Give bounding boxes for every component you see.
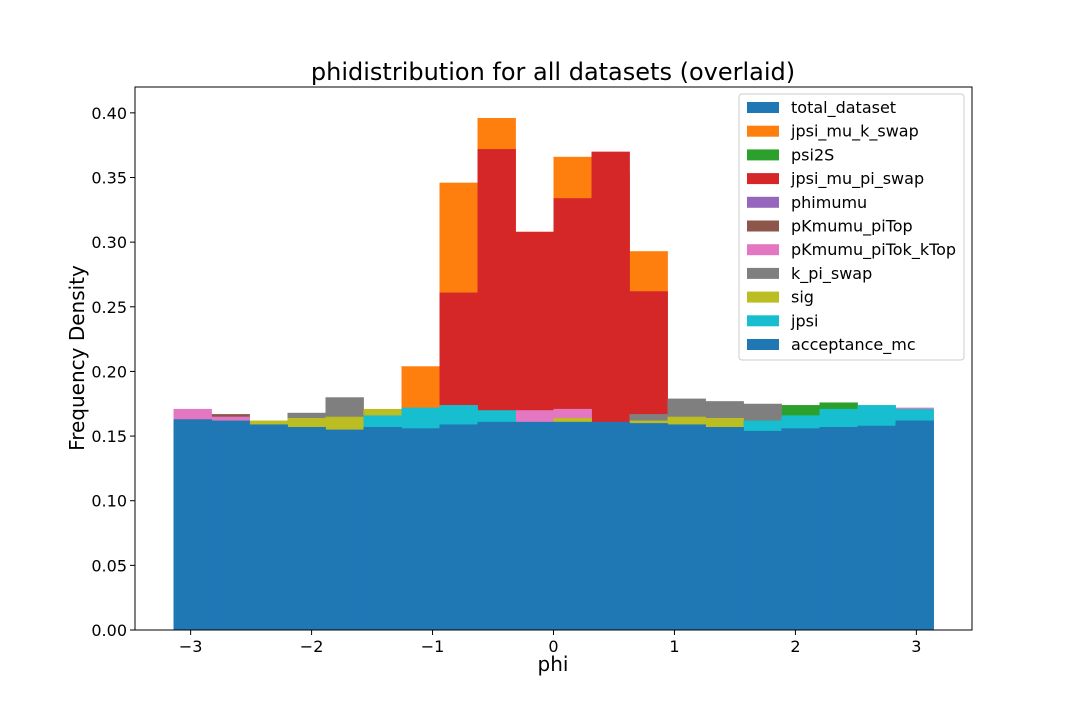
bar-acceptance_mc-12 — [629, 423, 668, 630]
y-tick-label: 0.20 — [91, 362, 127, 381]
legend-label-pKmumu_piTok_kTop: pKmumu_piTok_kTop — [791, 240, 956, 260]
legend-swatch-jpsi_mu_k_swap — [747, 125, 779, 137]
bar-acceptance_mc-3 — [287, 427, 326, 630]
legend-frame — [738, 93, 965, 361]
legend: total_dataset jpsi_mu_k_swap psi2S jpsi_mu_… — [738, 93, 965, 361]
y-tick-label: 0.05 — [91, 556, 127, 575]
bar-acceptance_mc-13 — [667, 424, 706, 630]
bar-acceptance_mc-16 — [781, 428, 820, 630]
bar-acceptance_mc-19 — [895, 420, 934, 630]
bar-acceptance_mc-7 — [439, 424, 478, 630]
bar-acceptance_mc-10 — [553, 421, 592, 630]
legend-swatch-total_dataset — [747, 102, 779, 113]
bars-layer — [173, 118, 934, 631]
bar-acceptance_mc-6 — [401, 428, 440, 630]
legend-label-jpsi_mu_k_swap: jpsi_mu_k_swap — [790, 122, 919, 142]
x-tick-label: −3 — [179, 637, 203, 656]
legend-label-k_pi_swap: k_pi_swap — [791, 264, 872, 284]
legend-label-phimumu: phimumu — [791, 193, 867, 212]
bar-acceptance_mc-14 — [705, 427, 744, 630]
x-tick-label: 1 — [669, 637, 679, 656]
y-tick-label: 0.10 — [91, 492, 127, 511]
x-tick-label: 0 — [548, 637, 558, 656]
y-tick-label: 0.35 — [91, 169, 127, 188]
x-axis-ticks: −3 −2 −1 0 1 2 3 — [179, 630, 921, 656]
bar-acceptance_mc-2 — [249, 424, 288, 630]
x-tick-label: 2 — [790, 637, 800, 656]
y-tick-label: 0.25 — [91, 298, 127, 317]
y-tick-label: 0.00 — [91, 621, 127, 640]
x-axis-label: phi — [538, 652, 569, 676]
legend-label-jpsi_mu_pi_swap: jpsi_mu_pi_swap — [790, 169, 924, 189]
bar-acceptance_mc-11 — [591, 421, 630, 630]
legend-swatch-k_pi_swap — [747, 267, 779, 279]
chart-title: phidistribution for all datasets (overla… — [311, 58, 795, 86]
legend-label-total_dataset: total_dataset — [791, 98, 896, 118]
legend-label-sig: sig — [791, 288, 814, 307]
y-axis-ticks: 0.00 0.05 0.10 0.15 0.20 0.25 0.30 0.35 0.40 — [91, 104, 135, 640]
legend-label-pKmumu_piTop: pKmumu_piTop — [791, 217, 913, 237]
legend-swatch-psi2S — [747, 149, 779, 161]
bar-acceptance_mc-17 — [819, 427, 858, 630]
bar-acceptance_mc-0 — [173, 419, 212, 630]
x-tick-label: −2 — [300, 637, 324, 656]
bar-acceptance_mc-18 — [857, 425, 896, 630]
y-tick-label: 0.40 — [91, 104, 127, 123]
x-tick-label: −1 — [421, 637, 445, 656]
bar-acceptance_mc-5 — [363, 427, 402, 630]
legend-swatch-phimumu — [747, 196, 779, 208]
legend-swatch-pKmumu_piTok_kTop — [747, 244, 779, 256]
legend-swatch-jpsi — [747, 315, 779, 327]
legend-label-psi2S: psi2S — [791, 145, 834, 164]
legend-swatch-jpsi_mu_pi_swap — [747, 173, 779, 185]
bar-acceptance_mc-4 — [325, 429, 364, 630]
y-tick-label: 0.15 — [91, 427, 127, 446]
legend-label-jpsi: jpsi — [790, 311, 818, 330]
x-tick-label: 3 — [911, 637, 921, 656]
legend-swatch-acceptance_mc — [747, 339, 779, 350]
bar-acceptance_mc-8 — [477, 421, 516, 630]
bar-acceptance_mc-9 — [515, 421, 554, 630]
legend-label-acceptance_mc: acceptance_mc — [791, 335, 916, 355]
legend-swatch-sig — [747, 291, 779, 303]
legend-swatch-pKmumu_piTop — [747, 220, 779, 232]
bar-acceptance_mc-1 — [211, 420, 250, 630]
y-axis-label: Frequency Density — [65, 265, 89, 451]
y-tick-label: 0.30 — [91, 233, 127, 252]
bar-acceptance_mc-15 — [743, 430, 782, 630]
